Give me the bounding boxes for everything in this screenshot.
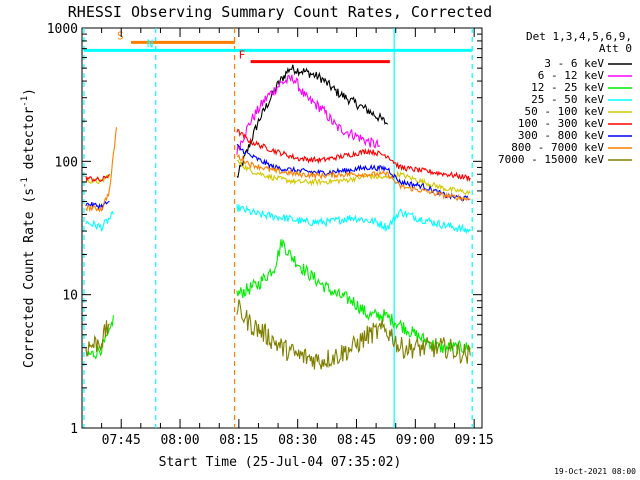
legend-label-4: 50 - 100 keV — [525, 105, 605, 118]
legend-label-6: 300 - 800 keV — [518, 129, 604, 142]
legend-label-8: 7000 - 15000 keV — [498, 153, 604, 166]
x-tick-label-0: 07:45 — [102, 433, 141, 448]
y-axis-label-sup1: -1 — [20, 177, 30, 188]
series-line-8 — [85, 299, 471, 370]
legend-entry-4: 50 - 100 keV — [525, 105, 632, 118]
y-tick-label-0: 1 — [70, 422, 78, 437]
x-axis-ticks: 07:45 08:00 08:15 08:30 08:45 09:00 09:15 — [101, 28, 494, 448]
legend-entry-5: 100 - 300 keV — [518, 117, 632, 130]
y-axis-label-main: Corrected Count Rate (s — [22, 188, 37, 368]
series-line-1 — [236, 74, 380, 155]
y-axis-label-end: ) — [22, 88, 37, 96]
legend-entry-6: 300 - 800 keV — [518, 129, 632, 142]
event-marker-lines — [83, 28, 473, 428]
y-axis-label-mid: detector — [22, 107, 37, 178]
legend-label-5: 100 - 300 keV — [518, 117, 604, 130]
plot-area — [81, 27, 483, 429]
series-line-6 — [85, 143, 471, 211]
legend-entry-2: 12 - 25 keV — [531, 81, 632, 94]
legend-entry-3: 25 - 50 keV — [531, 93, 632, 106]
legend-label-1: 6 - 12 keV — [538, 69, 605, 82]
y-tick-label-2: 100 — [55, 155, 78, 170]
flag-annotations: S N F — [83, 29, 473, 64]
legend-label-2: 12 - 25 keV — [531, 81, 604, 94]
series-lines — [85, 64, 471, 370]
legend-entry-0: 3 - 6 keV — [544, 57, 632, 70]
x-tick-label-5: 09:00 — [396, 433, 435, 448]
x-tick-label-6: 09:15 — [455, 433, 494, 448]
annotation-label-1: N — [147, 37, 154, 50]
legend-title-line1: Det 1,3,4,5,6,9, — [526, 30, 632, 43]
legend-entry-8: 7000 - 15000 keV — [498, 153, 632, 166]
x-tick-label-3: 08:30 — [278, 433, 317, 448]
annotation-label-0: S — [117, 29, 124, 42]
y-axis-label: Corrected Count Rate (s-1 detector-1) — [20, 88, 37, 368]
chart-title: RHESSI Observing Summary Count Rates, Co… — [68, 3, 492, 21]
series-line-3 — [85, 204, 471, 235]
x-tick-label-1: 08:00 — [160, 433, 199, 448]
legend-label-0: 3 - 6 keV — [544, 57, 604, 70]
y-tick-label-3: 1000 — [47, 22, 78, 37]
legend-title-line2: Att 0 — [599, 42, 632, 55]
x-axis-label: Start Time (25-Jul-04 07:35:02) — [159, 455, 402, 470]
legend-entry-7: 800 - 7000 keV — [511, 141, 632, 154]
x-tick-label-2: 08:15 — [219, 433, 258, 448]
date-stamp: 19-Oct-2021 08:00 — [554, 467, 636, 476]
annotation-label-2: F — [239, 49, 246, 62]
y-axis-label-sup2: -1 — [20, 96, 30, 107]
y-axis-ticks: 1 10 100 1000 — [47, 22, 482, 437]
series-line-0 — [236, 64, 389, 179]
legend-label-7: 800 - 7000 keV — [511, 141, 604, 154]
legend-entry-1: 6 - 12 keV — [538, 69, 632, 82]
y-tick-label-1: 10 — [62, 289, 78, 304]
legend-label-3: 25 - 50 keV — [531, 93, 604, 106]
series-line-5 — [85, 128, 471, 183]
x-tick-label-4: 08:45 — [337, 433, 376, 448]
series-line-7 — [85, 127, 471, 213]
